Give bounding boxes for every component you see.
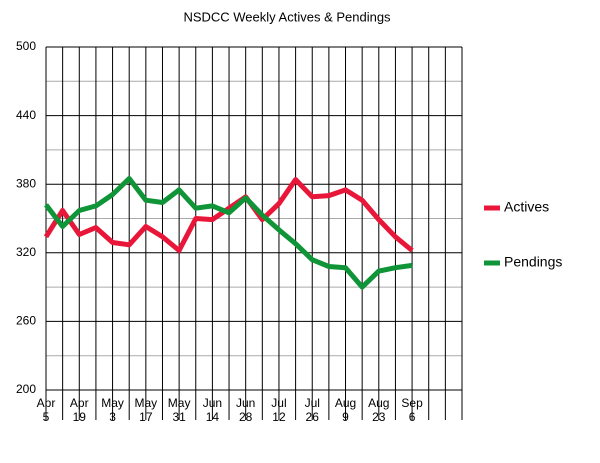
x-tick-label: May 17 — [135, 396, 158, 424]
legend-label: Actives — [504, 199, 549, 215]
x-tick-label: Jul 12 — [271, 396, 286, 424]
y-tick-label: 440 — [16, 108, 36, 122]
x-tick-label: Jul 26 — [305, 396, 320, 424]
y-tick-label: 500 — [16, 39, 36, 53]
x-tick-label: Apr 19 — [70, 396, 89, 424]
x-tick-label: Apr 5 — [37, 396, 56, 424]
y-tick-label: 200 — [16, 382, 36, 396]
line-series — [44, 176, 413, 290]
x-tick-label: Aug 23 — [368, 396, 389, 424]
y-tick-label: 260 — [16, 314, 36, 328]
x-tick-label: Aug 9 — [335, 396, 356, 424]
x-tick-label: May 3 — [101, 396, 124, 424]
x-tick-label: Jun 28 — [236, 396, 255, 424]
y-tick-label: 320 — [16, 245, 36, 259]
line-series — [43, 177, 414, 253]
x-tick-label: May 31 — [168, 396, 191, 424]
x-tick-label: Sep 6 — [401, 396, 423, 424]
y-tick-label: 380 — [16, 176, 36, 190]
x-tick-label: Jun 14 — [203, 396, 222, 424]
chart-title: NSDCC Weekly Actives & Pendings — [183, 9, 391, 24]
legend-label: Pendings — [504, 254, 562, 270]
